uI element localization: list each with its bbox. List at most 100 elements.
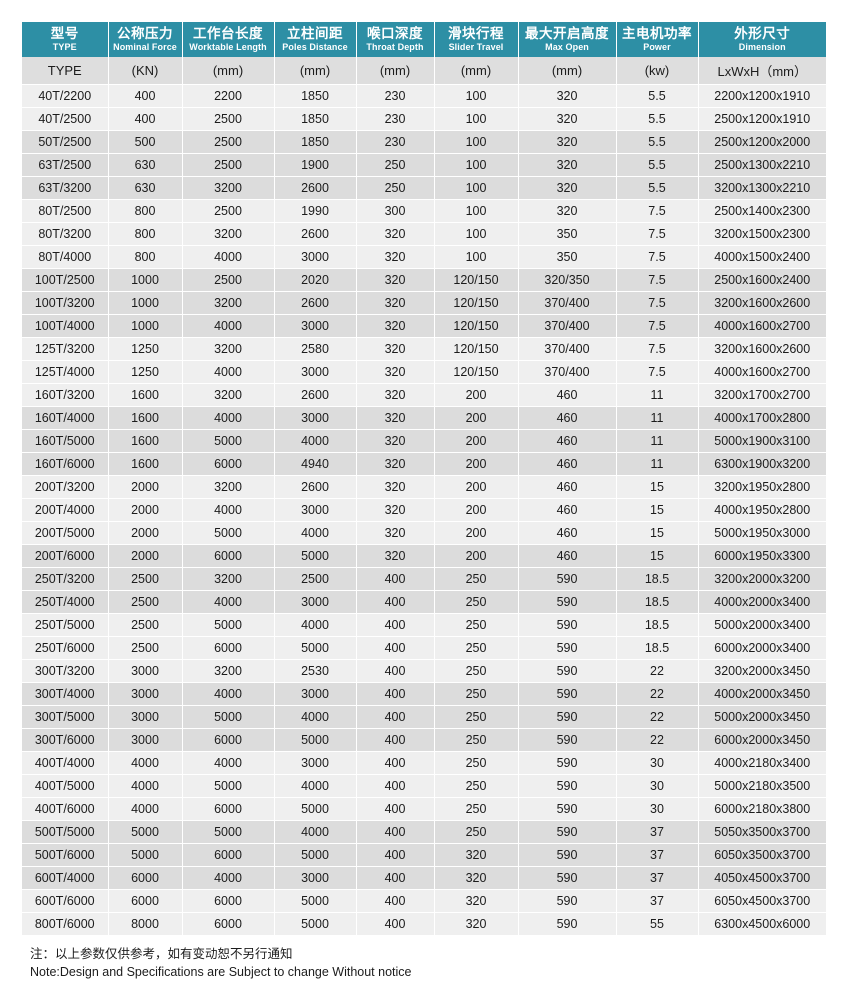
cell-value: 400: [356, 843, 435, 868]
cell-value: 400: [356, 797, 435, 822]
cell-model: 300T/4000: [22, 682, 109, 707]
cell-value: 3000: [274, 314, 357, 339]
cell-value: 460: [518, 498, 617, 523]
column-header-cn-6: 最大开启高度: [525, 26, 609, 41]
table-row: 200T/3200 2000 3200 2600 320 200 460 15 3200x195…: [22, 475, 826, 500]
column-unit-7: (kw): [616, 57, 699, 86]
cell-value: 400: [356, 728, 435, 753]
cell-value: 2500: [274, 567, 357, 592]
cell-value: 4000: [274, 820, 357, 845]
cell-value: 18.5: [616, 590, 699, 615]
cell-value: 5000: [274, 544, 357, 569]
cell-value: 320: [356, 406, 435, 431]
cell-value: 200: [434, 521, 519, 546]
cell-value: 3200x2000x3450: [698, 659, 826, 684]
column-unit-5: (mm): [434, 57, 519, 86]
cell-value: 2500: [182, 199, 275, 224]
cell-value: 37: [616, 866, 699, 891]
column-header-8: 外形尺寸 Dimension: [698, 22, 826, 58]
column-header-en-7: Power: [643, 42, 671, 53]
table-row: 80T/2500 800 2500 1990 300 100 320 7.5 2500x1400…: [22, 199, 826, 224]
column-header-3: 立柱间距 Poles Distance: [274, 22, 357, 58]
footnote-english: Note:Design and Specifications are Subje…: [30, 964, 412, 979]
cell-value: 100: [434, 245, 519, 270]
cell-value: 4000: [182, 245, 275, 270]
cell-value: 4000: [182, 682, 275, 707]
cell-value: 2500x1300x2210: [698, 153, 826, 178]
cell-value: 4000: [108, 751, 183, 776]
cell-value: 6000: [182, 544, 275, 569]
table-row: 63T/2500 630 2500 1900 250 100 320 5.5 2500x1300…: [22, 153, 826, 178]
cell-value: 590: [518, 613, 617, 638]
column-header-cn-5: 滑块行程: [448, 26, 504, 41]
cell-value: 350: [518, 245, 617, 270]
cell-value: 2500: [108, 590, 183, 615]
cell-value: 3000: [274, 590, 357, 615]
cell-value: 4000x1500x2400: [698, 245, 826, 270]
cell-model: 160T/5000: [22, 429, 109, 454]
table-row: 80T/4000 800 4000 3000 320 100 350 7.5 4000x1500…: [22, 245, 826, 270]
cell-value: 100: [434, 176, 519, 201]
cell-value: 200: [434, 544, 519, 569]
cell-value: 6000: [182, 728, 275, 753]
table-row: 160T/6000 1600 6000 4940 320 200 460 11 6300x190…: [22, 452, 826, 477]
cell-value: 5000: [108, 843, 183, 868]
cell-value: 2500: [108, 613, 183, 638]
cell-value: 5000: [274, 889, 357, 914]
column-unit-3: (mm): [274, 57, 357, 86]
cell-value: 3200: [182, 176, 275, 201]
cell-value: 200: [434, 498, 519, 523]
cell-value: 4000: [182, 590, 275, 615]
cell-model: 160T/3200: [22, 383, 109, 408]
cell-value: 320: [356, 429, 435, 454]
cell-value: 2500x1400x2300: [698, 199, 826, 224]
cell-value: 3200x1300x2210: [698, 176, 826, 201]
cell-value: 630: [108, 176, 183, 201]
cell-value: 3000: [274, 682, 357, 707]
cell-value: 22: [616, 705, 699, 730]
cell-value: 320: [434, 889, 519, 914]
cell-model: 250T/5000: [22, 613, 109, 638]
cell-value: 5000x2180x3500: [698, 774, 826, 799]
cell-value: 3000: [108, 728, 183, 753]
table-head: 型号 TYPE 公称压力 Nominal Force 工作台长度 Worktable Le…: [22, 22, 826, 86]
cell-value: 3000: [108, 659, 183, 684]
cell-value: 1600: [108, 452, 183, 477]
table-row: 125T/3200 1250 3200 2580 320 120/150 370/400 7.…: [22, 337, 826, 362]
cell-value: 6000x2000x3450: [698, 728, 826, 753]
cell-value: 5000x1950x3000: [698, 521, 826, 546]
cell-value: 4000: [182, 498, 275, 523]
cell-value: 5000x1900x3100: [698, 429, 826, 454]
cell-value: 11: [616, 452, 699, 477]
cell-value: 5000: [108, 820, 183, 845]
cell-value: 250: [434, 797, 519, 822]
cell-model: 80T/4000: [22, 245, 109, 270]
specification-table: 型号 TYPE 公称压力 Nominal Force 工作台长度 Worktable Le…: [22, 22, 826, 937]
cell-value: 590: [518, 636, 617, 661]
column-header-cn-3: 立柱间距: [287, 26, 343, 41]
cell-value: 1600: [108, 406, 183, 431]
column-header-cn-1: 公称压力: [117, 26, 173, 41]
table-row: 500T/5000 5000 5000 4000 400 250 590 37 5050x350…: [22, 820, 826, 845]
cell-value: 400: [356, 613, 435, 638]
column-header-en-6: Max Open: [545, 42, 589, 53]
cell-value: 250: [434, 820, 519, 845]
cell-value: 1250: [108, 337, 183, 362]
cell-value: 320: [356, 498, 435, 523]
cell-value: 320: [518, 130, 617, 155]
cell-value: 590: [518, 751, 617, 776]
cell-value: 400: [356, 820, 435, 845]
cell-value: 4000x2000x3400: [698, 590, 826, 615]
cell-value: 3200x2000x3200: [698, 567, 826, 592]
cell-value: 250: [434, 659, 519, 684]
cell-value: 5000: [182, 429, 275, 454]
cell-value: 5.5: [616, 130, 699, 155]
cell-value: 320: [518, 153, 617, 178]
cell-value: 230: [356, 107, 435, 132]
cell-value: 500: [108, 130, 183, 155]
cell-value: 5.5: [616, 176, 699, 201]
table-row: 125T/4000 1250 4000 3000 320 120/150 370/400 7.…: [22, 360, 826, 385]
cell-value: 250: [434, 728, 519, 753]
cell-value: 3200: [182, 291, 275, 316]
table-row: 300T/5000 3000 5000 4000 400 250 590 22 5000x200…: [22, 705, 826, 730]
